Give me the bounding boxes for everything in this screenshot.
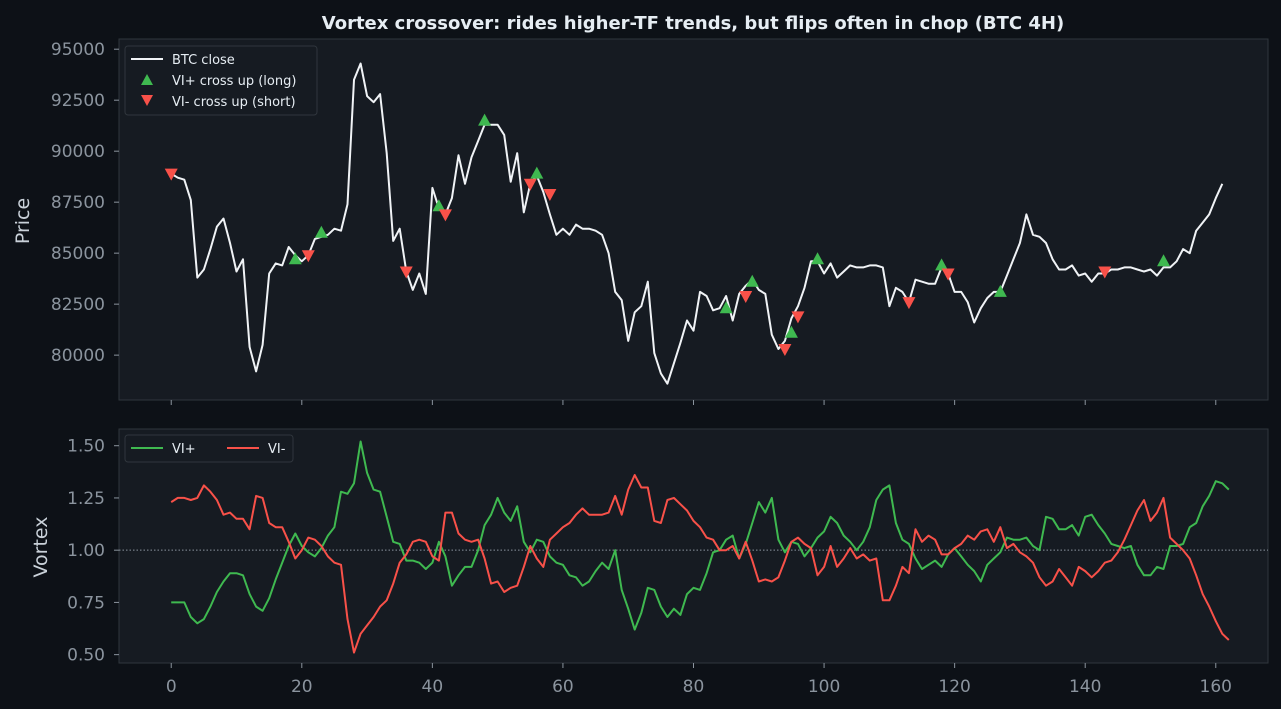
price-y-tick-label: 80000 <box>51 346 105 366</box>
long-signal-marker <box>745 274 759 287</box>
series-vi-plus <box>171 440 1230 631</box>
price-y-tick-label: 90000 <box>51 142 105 162</box>
short-signal-marker <box>438 209 452 222</box>
long-signal-marker <box>478 113 492 126</box>
price-panel: 80000 82500 85000 87500 90000 92500 95000 Pric… <box>12 38 1269 405</box>
long-signal-marker <box>993 284 1007 297</box>
long-signal-marker <box>432 199 446 212</box>
long-signal-marker <box>314 225 328 238</box>
vortex-series-group <box>170 440 1230 654</box>
series-btc-close <box>170 62 1224 385</box>
price-legend: BTC close VI+ cross up (long) VI- cross … <box>124 45 318 116</box>
vortex-y-tick-label: 0.75 <box>67 593 105 613</box>
short-signal-marker <box>902 297 916 310</box>
long-signal-marker <box>530 166 544 179</box>
price-x-tick-marks <box>170 400 1217 405</box>
short-signal-marker <box>543 189 557 202</box>
vortex-y-tick-label: 1.50 <box>67 437 105 457</box>
price-y-ticks: 80000 82500 85000 87500 90000 92500 95000 <box>51 40 119 366</box>
legend-short-label: VI- cross up (short) <box>172 95 296 110</box>
vortex-legend-box <box>124 434 294 463</box>
price-y-tick-label: 82500 <box>51 295 105 315</box>
price-series-group <box>170 62 1224 385</box>
long-signal-marker <box>1157 254 1171 267</box>
vortex-x-tick-label: 0 <box>166 677 177 697</box>
price-y-axis-label: Price <box>12 198 34 244</box>
legend-vi-plus-label: VI+ <box>172 442 196 457</box>
legend-vi-minus-label: VI- <box>268 442 286 457</box>
price-markers-group <box>164 113 1171 357</box>
vortex-x-tick-label: 140 <box>1069 677 1101 697</box>
chart-title: Vortex crossover: rides higher-TF trends… <box>322 13 1064 34</box>
vortex-y-axis-label: Vortex <box>30 516 52 577</box>
legend-short-marker-swatch <box>141 95 153 106</box>
short-signal-marker <box>941 268 955 281</box>
vortex-x-tick-label: 160 <box>1200 677 1232 697</box>
vortex-x-tick-label: 120 <box>938 677 970 697</box>
legend-price-label: BTC close <box>172 53 235 68</box>
short-signal-marker <box>399 266 413 279</box>
vortex-x-tick-label: 40 <box>422 677 444 697</box>
vortex-x-tick-label: 60 <box>552 677 574 697</box>
vortex-legend: VI+ VI- <box>124 434 294 463</box>
long-signal-marker <box>784 325 798 338</box>
short-signal-marker <box>778 344 792 357</box>
short-signal-marker <box>523 178 537 191</box>
price-y-tick-label: 87500 <box>51 193 105 213</box>
short-signal-marker <box>739 290 753 303</box>
long-signal-marker <box>811 252 825 265</box>
vortex-x-tick-label: 80 <box>683 677 705 697</box>
price-y-tick-label: 92500 <box>51 91 105 111</box>
price-y-tick-label: 85000 <box>51 244 105 264</box>
vortex-y-tick-label: 1.25 <box>67 489 105 509</box>
vortex-y-ticks: 0.50 0.75 1.00 1.25 1.50 <box>67 437 119 666</box>
vortex-x-ticks: 0 20 40 60 80 100 120 140 160 <box>166 663 1232 697</box>
vortex-x-tick-label: 20 <box>291 677 313 697</box>
short-signal-marker <box>164 168 178 181</box>
vortex-x-tick-label: 100 <box>808 677 840 697</box>
vortex-y-tick-label: 0.50 <box>67 646 105 666</box>
legend-long-marker-swatch <box>141 74 153 85</box>
price-legend-box <box>124 45 318 116</box>
series-vi-minus <box>170 474 1230 654</box>
legend-long-label: VI+ cross up (long) <box>172 74 296 89</box>
long-signal-marker <box>935 258 949 271</box>
short-signal-marker <box>301 250 315 263</box>
long-signal-marker <box>719 301 733 314</box>
vortex-y-tick-label: 1.00 <box>67 541 105 561</box>
vortex-panel: 0.50 0.75 1.00 1.25 1.50 0 20 40 60 80 100 120 140 1… <box>30 428 1269 697</box>
short-signal-marker <box>1098 266 1112 279</box>
price-y-tick-label: 95000 <box>51 40 105 60</box>
short-signal-marker <box>791 311 805 324</box>
long-signal-marker <box>288 252 302 265</box>
